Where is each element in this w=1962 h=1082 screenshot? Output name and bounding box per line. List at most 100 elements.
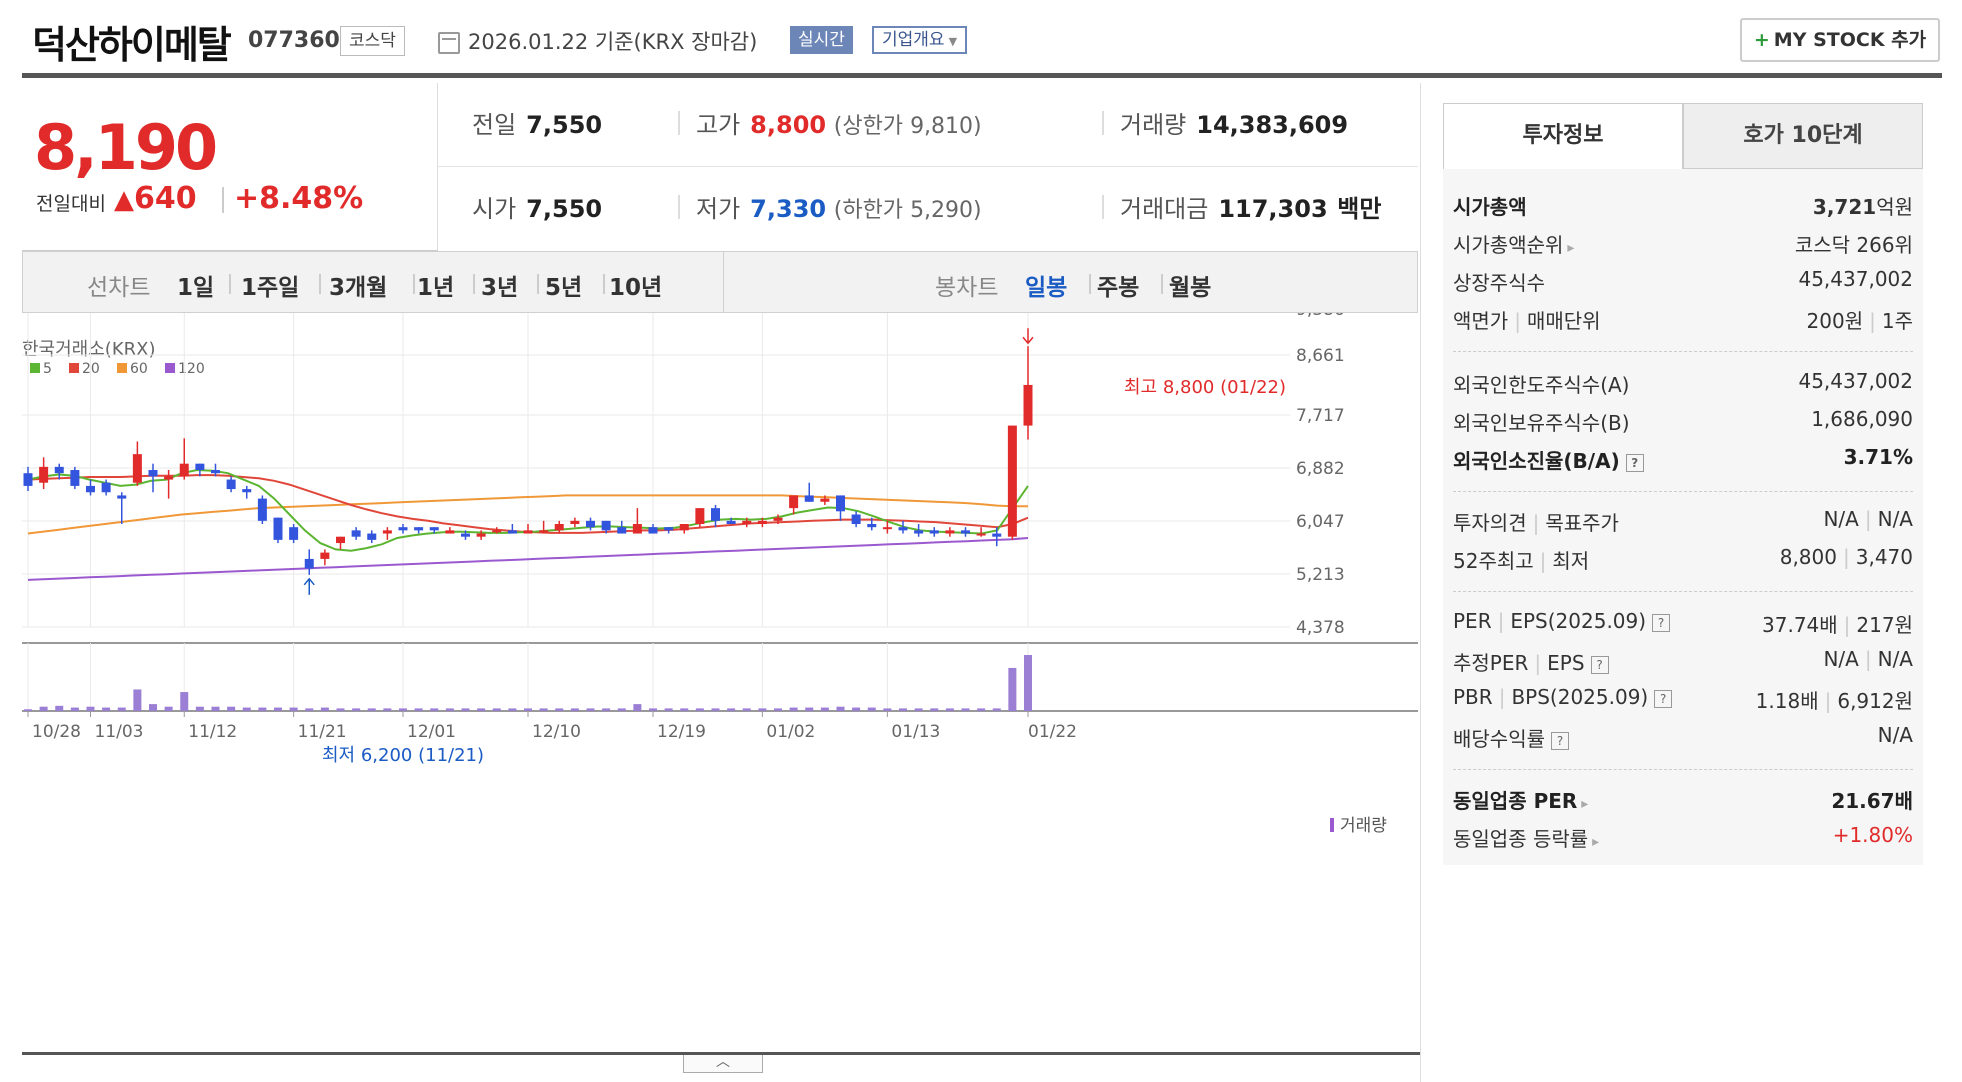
tab-daily[interactable]: 일봉 [1025, 275, 1068, 301]
collapse-button[interactable]: ︿ [683, 1055, 763, 1073]
volume-bar [617, 708, 626, 711]
triangle-up-icon: ▲ [114, 185, 134, 215]
candle-body [554, 524, 564, 531]
candle [398, 524, 408, 534]
tab-1year[interactable]: 1년 [417, 275, 455, 301]
help-icon[interactable]: ? [1625, 453, 1644, 472]
candle [711, 504, 720, 528]
volume-bar [1008, 667, 1017, 711]
divider [678, 195, 680, 219]
legend-ma-20: 20 [69, 361, 100, 377]
volume-bar [102, 707, 111, 711]
candle [914, 524, 924, 537]
row-market-cap-rank[interactable]: 시가총액순위 ▸ 코스닥 266위 [1453, 233, 1913, 257]
tab-monthly[interactable]: 월봉 [1169, 275, 1212, 301]
change-percent: +8.48% [234, 181, 364, 216]
help-icon[interactable]: ? [1590, 655, 1609, 674]
candle-body [257, 498, 267, 521]
company-profile-dropdown[interactable]: 기업개요 ▼ [872, 26, 968, 54]
y-tick-label: 8,661 [1296, 346, 1345, 366]
volume-bar [492, 708, 501, 711]
candle-body [148, 470, 158, 477]
legend-ma-5: 5 [30, 361, 52, 377]
candle [367, 530, 377, 544]
volume-bar [570, 708, 579, 711]
tab-3month[interactable]: 3개월 [329, 275, 388, 301]
stat-open: 시가 7,550 [472, 195, 603, 223]
candle [1007, 425, 1017, 540]
volume-legend-swatch [1330, 818, 1334, 832]
candle-body [226, 479, 236, 490]
tab-1week[interactable]: 1주일 [241, 275, 300, 301]
divider [537, 274, 539, 294]
candle [757, 517, 767, 528]
candle [336, 536, 345, 550]
realtime-button[interactable]: 실시간 [790, 26, 853, 54]
add-mystock-button[interactable]: + MY STOCK 추가 [1740, 18, 1940, 62]
candle [117, 492, 127, 525]
stat-high: 고가 8,800 (상한가 9,810) [696, 111, 982, 139]
help-icon[interactable]: ? [1551, 731, 1569, 750]
x-tick-label: 01/02 [766, 722, 815, 742]
low-arrowhead [303, 577, 315, 586]
candle [992, 527, 1002, 547]
tab-1day[interactable]: 1일 [177, 275, 215, 301]
row-industry-per[interactable]: 동일업종 PER ▸ 21.67배 [1453, 789, 1913, 813]
row-industry-change[interactable]: 동일업종 등락률 ▸ +1.80% [1453, 823, 1913, 851]
volume-bar [555, 708, 564, 711]
volume-bar [352, 708, 361, 711]
tab-5year[interactable]: 5년 [545, 275, 583, 301]
help-icon[interactable]: ? [1652, 613, 1671, 632]
candle [961, 527, 970, 537]
help-icon[interactable]: ? [1654, 689, 1673, 708]
tab-weekly[interactable]: 주봉 [1097, 275, 1140, 301]
volume-bar [852, 707, 861, 711]
candle-body [726, 520, 736, 525]
volume-bar [524, 708, 532, 711]
tab-invest-info[interactable]: 투자정보 [1443, 103, 1683, 169]
volume-bar [711, 708, 720, 711]
candle [289, 524, 299, 544]
volume-bar [274, 707, 282, 711]
volume-bar [945, 708, 954, 711]
divider [1453, 491, 1913, 492]
candle [820, 495, 830, 505]
info-tabs: 투자정보 호가 10단계 [1443, 103, 1923, 169]
candle-body [961, 530, 970, 534]
divider [413, 274, 415, 294]
candle-body [117, 495, 127, 499]
row-est-per: 추정PER | EPS? N/A | N/A [1453, 647, 1913, 675]
volume-bar [899, 708, 907, 711]
candle-body [132, 454, 142, 483]
tab-10year[interactable]: 10년 [609, 275, 663, 301]
x-tick-label: 10/28 [32, 722, 81, 742]
row-dividend: 배당수익률? N/A [1453, 723, 1913, 751]
volume-bar [633, 704, 642, 711]
candle-body [617, 527, 627, 534]
candle [617, 520, 627, 534]
candle-body [320, 552, 330, 559]
row-per: PER | EPS(2025.09)? 37.74배 | 217원 [1453, 609, 1913, 637]
add-mystock-label: MY STOCK 추가 [1773, 29, 1927, 51]
change-amount: 640 [134, 181, 197, 216]
row-face-value: 액면가 | 매매단위 200원 | 1주 [1453, 309, 1913, 333]
candle-body [820, 498, 830, 502]
tab-3year[interactable]: 3년 [481, 275, 519, 301]
row-pbr: PBR | BPS(2025.09)? 1.18배 | 6,912원 [1453, 685, 1913, 713]
volume-bar [695, 708, 704, 711]
tab-orderbook[interactable]: 호가 10단계 [1683, 103, 1923, 169]
divider [678, 111, 680, 135]
volume-bar [227, 706, 236, 711]
volume-bar [86, 706, 95, 711]
candle [882, 520, 892, 534]
invest-info-panel: 투자정보 호가 10단계 시가총액 3,721억원 시가총액순위 ▸ 코스닥 266위… [1420, 83, 1942, 1082]
divider [222, 187, 224, 213]
candle [351, 527, 361, 540]
candle-body [23, 473, 33, 486]
candle-body [601, 520, 611, 531]
candle-body [179, 463, 189, 477]
candle [836, 495, 845, 521]
candle-body [507, 530, 517, 534]
candle [695, 508, 705, 528]
volume-bar [70, 707, 79, 711]
